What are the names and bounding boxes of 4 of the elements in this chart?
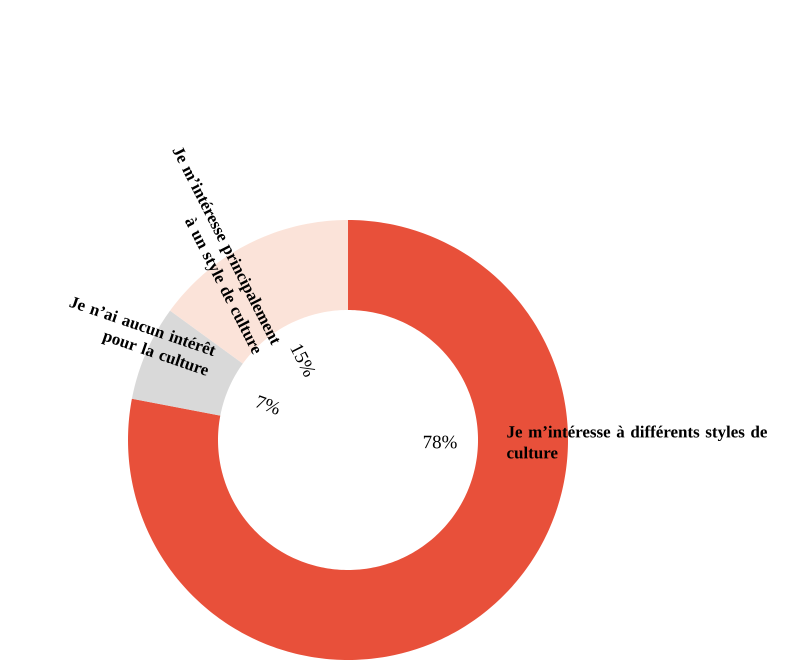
data-label: 7% [256, 395, 280, 414]
slice-label: Je n’ai aucun intérêt pour la culture [69, 296, 216, 376]
data-label: 15% [290, 344, 316, 377]
data-label: 78% [424, 436, 457, 448]
